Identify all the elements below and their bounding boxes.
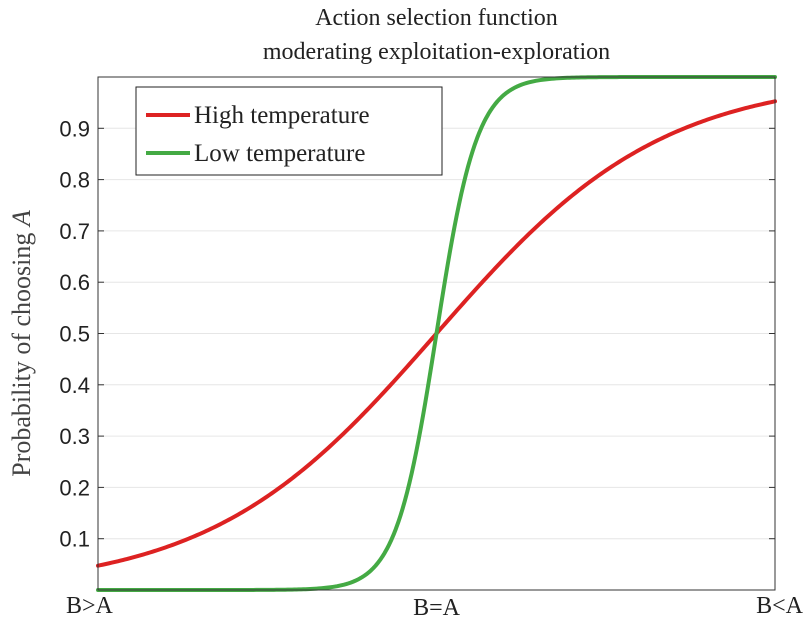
y-tick-label: 0.7: [59, 219, 90, 244]
chart-title-line: moderating exploitation-exploration: [263, 39, 610, 65]
chart-title-line: Action selection function: [315, 5, 558, 31]
y-axis-label-variable: A: [7, 210, 36, 228]
x-tick-label: B=A: [413, 595, 461, 621]
y-tick-label: 0.2: [59, 475, 90, 500]
x-axis-ticks: B>A B=A B<A: [66, 593, 803, 621]
y-tick-label: 0.3: [59, 424, 90, 449]
chart-title: Action selection function moderating expl…: [263, 5, 610, 65]
y-tick-label: 0.5: [59, 322, 90, 347]
x-tick-label: B<A: [756, 593, 803, 619]
y-tick-label: 0.1: [59, 527, 90, 552]
y-tick-label: 0.6: [59, 270, 90, 295]
x-tick-label: B>A: [66, 593, 114, 619]
legend-label: High temperature: [194, 102, 370, 129]
legend-box: [135, 86, 443, 176]
y-axis-ticks: 0.1 0.2 0.3 0.4 0.5 0.6 0.7 0.8 0.9: [59, 116, 775, 552]
legend-label: Low temperature: [194, 140, 365, 167]
y-axis-label: Probability of choosing A: [7, 210, 36, 477]
y-tick-label: 0.9: [59, 116, 90, 141]
y-tick-label: 0.4: [59, 373, 90, 398]
y-axis-label-text: Probability of choosing: [7, 226, 36, 477]
y-tick-label: 0.8: [59, 168, 90, 193]
legend: High temperature Low temperature: [135, 86, 443, 176]
